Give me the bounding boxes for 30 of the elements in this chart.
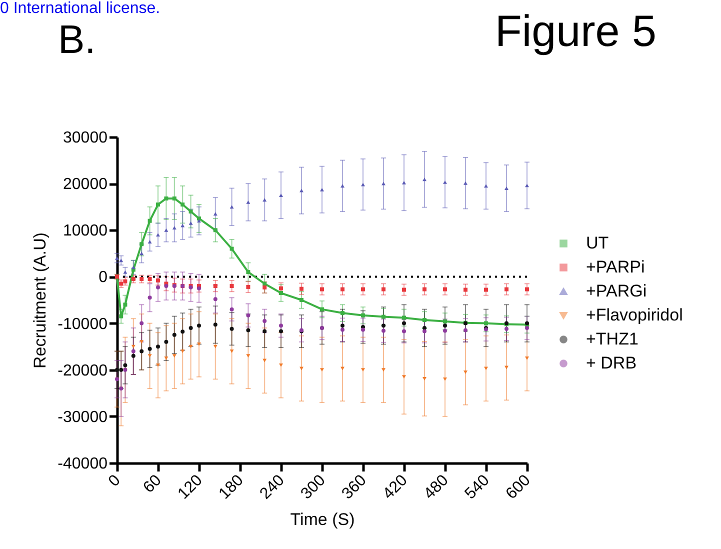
x-tick-label: 480	[420, 472, 452, 503]
chart-title: Figure 5	[495, 7, 656, 56]
x-tick-label: 600	[502, 472, 534, 503]
x-tick-label: 0	[106, 472, 124, 490]
x-tick-label: 120	[174, 472, 206, 503]
y-tick-label: 30000	[63, 130, 108, 146]
x-axis-title: Time (S)	[290, 510, 355, 530]
y-tick-label: -10000	[58, 316, 108, 333]
x-tick-label: 360	[338, 472, 370, 503]
legend-label: + DRB	[586, 354, 637, 372]
y-tick-label: -40000	[58, 456, 108, 472]
y-axis-title: Recruitment (A.U)	[30, 232, 50, 369]
x-tick-label: 60	[140, 472, 165, 496]
x-tick-label: 300	[298, 472, 329, 503]
x-tick-label: 420	[380, 472, 411, 503]
y-tick-label: -30000	[58, 408, 108, 426]
legend-label: +PARPi	[586, 258, 645, 276]
x-tick-label: 240	[256, 472, 288, 503]
y-tick-label: 10000	[63, 222, 108, 240]
y-tick-label: 20000	[63, 176, 108, 194]
legend-label: +THZ1	[586, 330, 638, 348]
legend-label: +PARGi	[586, 282, 647, 300]
x-tick-label: 540	[462, 472, 493, 503]
legend-label: UT	[586, 234, 609, 252]
text: 0 International license.	[0, 0, 160, 17]
x-tick-label: 180	[216, 472, 247, 503]
y-tick-label: 0	[98, 269, 108, 286]
legend-label: +Flavopiridol	[586, 306, 683, 324]
text: B.	[58, 18, 96, 62]
y-tick-label: -20000	[58, 362, 108, 380]
